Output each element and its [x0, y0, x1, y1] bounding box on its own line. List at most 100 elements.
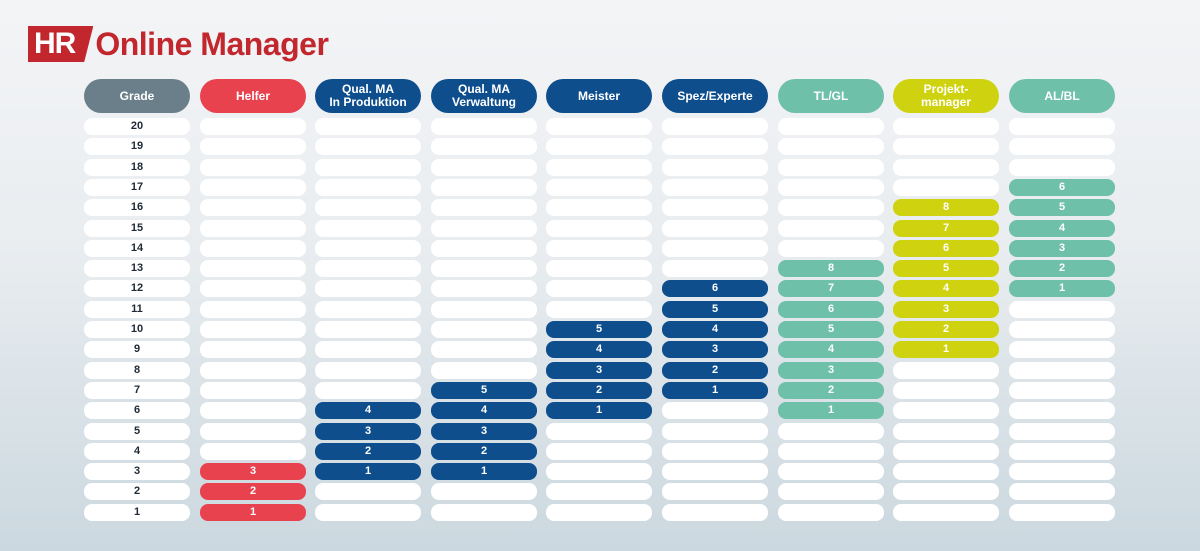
empty-cell-qual-ma-verwaltung-grade-10 [431, 321, 537, 338]
empty-cell-helfer-grade-13 [200, 260, 306, 277]
level-cell-qual-ma-verwaltung-grade-5: 3 [431, 423, 537, 440]
grade-label-10: 10 [84, 321, 190, 338]
empty-cell-projektmanager-grade-4 [893, 443, 999, 460]
empty-cell-qual-ma-verwaltung-grade-2 [431, 483, 537, 500]
empty-cell-spez-experte-grade-3 [662, 463, 768, 480]
empty-cell-qual-ma-verwaltung-grade-13 [431, 260, 537, 277]
level-cell-tl-gl-grade-9: 4 [778, 341, 884, 358]
grade-label-18: 18 [84, 159, 190, 176]
level-cell-helfer-grade-2: 2 [200, 483, 306, 500]
empty-cell-meister-grade-11 [546, 301, 652, 318]
empty-cell-qual-ma-produktion-grade-15 [315, 220, 421, 237]
empty-cell-qual-ma-produktion-grade-9 [315, 341, 421, 358]
empty-cell-tl-gl-grade-3 [778, 463, 884, 480]
empty-cell-helfer-grade-7 [200, 382, 306, 399]
grade-label-5: 5 [84, 423, 190, 440]
header-helfer: Helfer [200, 79, 306, 113]
empty-cell-qual-ma-verwaltung-grade-11 [431, 301, 537, 318]
empty-cell-helfer-grade-12 [200, 280, 306, 297]
empty-cell-qual-ma-produktion-grade-10 [315, 321, 421, 338]
empty-cell-helfer-grade-14 [200, 240, 306, 257]
empty-cell-al-bl-grade-10 [1009, 321, 1115, 338]
header-qual-ma-produktion: Qual. MA In Produktion [315, 79, 421, 113]
empty-cell-helfer-grade-15 [200, 220, 306, 237]
empty-cell-helfer-grade-5 [200, 423, 306, 440]
empty-cell-tl-gl-grade-2 [778, 483, 884, 500]
empty-cell-helfer-grade-11 [200, 301, 306, 318]
level-cell-helfer-grade-3: 3 [200, 463, 306, 480]
empty-cell-qual-ma-produktion-grade-2 [315, 483, 421, 500]
empty-cell-tl-gl-grade-17 [778, 179, 884, 196]
level-cell-projektmanager-grade-15: 7 [893, 220, 999, 237]
empty-cell-qual-ma-produktion-grade-11 [315, 301, 421, 318]
empty-cell-tl-gl-grade-4 [778, 443, 884, 460]
empty-cell-spez-experte-grade-4 [662, 443, 768, 460]
grade-label-7: 7 [84, 382, 190, 399]
level-cell-spez-experte-grade-9: 3 [662, 341, 768, 358]
level-cell-tl-gl-grade-12: 7 [778, 280, 884, 297]
grade-label-8: 8 [84, 362, 190, 379]
header-grade: Grade [84, 79, 190, 113]
level-cell-projektmanager-grade-11: 3 [893, 301, 999, 318]
grade-label-17: 17 [84, 179, 190, 196]
empty-cell-qual-ma-produktion-grade-7 [315, 382, 421, 399]
empty-cell-al-bl-grade-11 [1009, 301, 1115, 318]
empty-cell-tl-gl-grade-16 [778, 199, 884, 216]
level-cell-tl-gl-grade-7: 2 [778, 382, 884, 399]
empty-cell-al-bl-grade-7 [1009, 382, 1115, 399]
logo-wordmark: Online Manager [95, 26, 329, 62]
empty-cell-helfer-grade-18 [200, 159, 306, 176]
empty-cell-meister-grade-16 [546, 199, 652, 216]
empty-cell-al-bl-grade-8 [1009, 362, 1115, 379]
empty-cell-qual-ma-verwaltung-grade-8 [431, 362, 537, 379]
empty-cell-qual-ma-verwaltung-grade-1 [431, 504, 537, 521]
level-cell-projektmanager-grade-9: 1 [893, 341, 999, 358]
grade-label-1: 1 [84, 504, 190, 521]
level-cell-tl-gl-grade-8: 3 [778, 362, 884, 379]
empty-cell-tl-gl-grade-5 [778, 423, 884, 440]
level-cell-spez-experte-grade-12: 6 [662, 280, 768, 297]
empty-cell-spez-experte-grade-2 [662, 483, 768, 500]
empty-cell-spez-experte-grade-19 [662, 138, 768, 155]
empty-cell-projektmanager-grade-17 [893, 179, 999, 196]
empty-cell-qual-ma-verwaltung-grade-9 [431, 341, 537, 358]
empty-cell-tl-gl-grade-15 [778, 220, 884, 237]
empty-cell-helfer-grade-6 [200, 402, 306, 419]
grade-label-12: 12 [84, 280, 190, 297]
level-cell-spez-experte-grade-8: 2 [662, 362, 768, 379]
grade-label-2: 2 [84, 483, 190, 500]
empty-cell-qual-ma-verwaltung-grade-20 [431, 118, 537, 135]
empty-cell-tl-gl-grade-18 [778, 159, 884, 176]
empty-cell-projektmanager-grade-19 [893, 138, 999, 155]
empty-cell-qual-ma-produktion-grade-20 [315, 118, 421, 135]
empty-cell-helfer-grade-17 [200, 179, 306, 196]
grade-label-9: 9 [84, 341, 190, 358]
level-cell-qual-ma-verwaltung-grade-7: 5 [431, 382, 537, 399]
level-cell-al-bl-grade-13: 2 [1009, 260, 1115, 277]
empty-cell-meister-grade-2 [546, 483, 652, 500]
empty-cell-qual-ma-verwaltung-grade-17 [431, 179, 537, 196]
level-cell-al-bl-grade-17: 6 [1009, 179, 1115, 196]
empty-cell-meister-grade-14 [546, 240, 652, 257]
empty-cell-spez-experte-grade-15 [662, 220, 768, 237]
empty-cell-qual-ma-produktion-grade-18 [315, 159, 421, 176]
header-projektmanager: Projekt- manager [893, 79, 999, 113]
empty-cell-tl-gl-grade-19 [778, 138, 884, 155]
empty-cell-spez-experte-grade-20 [662, 118, 768, 135]
empty-cell-tl-gl-grade-14 [778, 240, 884, 257]
grade-label-13: 13 [84, 260, 190, 277]
level-cell-tl-gl-grade-11: 6 [778, 301, 884, 318]
empty-cell-spez-experte-grade-17 [662, 179, 768, 196]
header-tl-gl: TL/GL [778, 79, 884, 113]
empty-cell-meister-grade-18 [546, 159, 652, 176]
grade-label-15: 15 [84, 220, 190, 237]
empty-cell-meister-grade-3 [546, 463, 652, 480]
empty-cell-qual-ma-produktion-grade-12 [315, 280, 421, 297]
level-cell-spez-experte-grade-10: 4 [662, 321, 768, 338]
empty-cell-qual-ma-verwaltung-grade-14 [431, 240, 537, 257]
logo-hr-mark: HR [28, 26, 94, 62]
empty-cell-projektmanager-grade-8 [893, 362, 999, 379]
level-cell-projektmanager-grade-14: 6 [893, 240, 999, 257]
empty-cell-qual-ma-produktion-grade-16 [315, 199, 421, 216]
